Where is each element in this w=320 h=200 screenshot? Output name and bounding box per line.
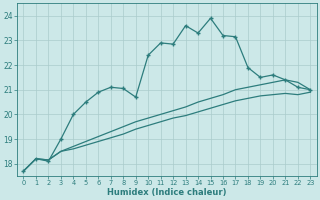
X-axis label: Humidex (Indice chaleur): Humidex (Indice chaleur)	[107, 188, 227, 197]
